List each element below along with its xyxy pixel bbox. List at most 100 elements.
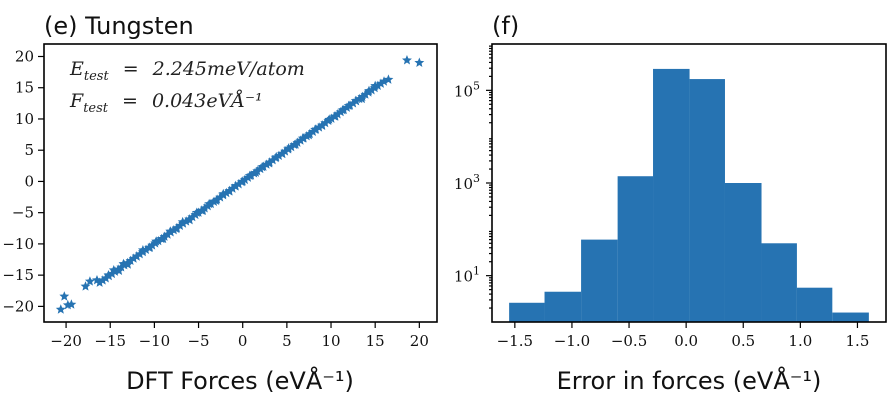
scatter-band-marker xyxy=(125,255,136,265)
x-tick-label: −1.5 xyxy=(497,332,533,350)
histogram-bar xyxy=(617,176,654,322)
y-tick-label: 5 xyxy=(24,141,34,159)
x-tick-label: −15 xyxy=(94,332,126,350)
scatter-point xyxy=(264,158,275,168)
x-tick-label: 1.5 xyxy=(846,332,870,350)
scatter-band-marker xyxy=(280,146,291,156)
scatter-band-marker xyxy=(97,275,108,285)
scatter-band-marker xyxy=(147,240,158,250)
scatter-point xyxy=(402,55,412,65)
scatter-point xyxy=(324,114,335,124)
y-tick-label: −5 xyxy=(12,204,34,222)
scatter-point xyxy=(297,133,308,143)
scatter-point xyxy=(337,105,348,115)
y-tick-label: 0 xyxy=(24,172,34,190)
scatter-point xyxy=(122,259,133,269)
scatter-point xyxy=(92,274,102,285)
scatter-point xyxy=(177,216,188,227)
scatter-band-marker xyxy=(199,203,210,213)
scatter-band-marker xyxy=(159,231,170,241)
y-tick-label: 105 xyxy=(454,79,480,100)
x-tick-label: 0 xyxy=(238,332,248,350)
scatter-point xyxy=(184,214,195,225)
scatter-point xyxy=(414,57,425,67)
y-tick-label: 20 xyxy=(15,47,34,65)
scatter-point xyxy=(158,233,169,244)
histogram-bar xyxy=(796,287,833,322)
scatter-point xyxy=(350,95,361,106)
scatter-point xyxy=(137,244,148,255)
scatter-point xyxy=(55,304,66,314)
histogram-bar xyxy=(724,183,762,322)
scatter-point xyxy=(370,80,381,91)
scatter-point xyxy=(244,170,255,181)
x-tick-label: 0.0 xyxy=(674,332,698,350)
scatter-point xyxy=(103,269,114,280)
scatter-band-marker xyxy=(332,109,343,119)
x-tick-label: 20 xyxy=(410,332,429,350)
scatter-point xyxy=(80,281,91,291)
scatter-point xyxy=(277,148,288,159)
histogram-bar xyxy=(761,243,797,322)
y-tick-label: 10 xyxy=(15,110,34,128)
histogram-bar xyxy=(832,312,869,322)
scatter-point xyxy=(131,251,142,261)
x-tick-label: −0.5 xyxy=(611,332,647,350)
histogram-bar xyxy=(653,68,690,322)
scatter-panel-tungsten: (e) Tungsten −20 −15 −10 −5 0 5 10 15 20 −20−15−… xyxy=(2,12,438,395)
scatter-band-marker xyxy=(187,211,198,222)
histogram-bar xyxy=(544,291,582,322)
histogram-bars xyxy=(509,68,869,322)
histogram-y-ticks: 101 103 105 xyxy=(454,45,492,309)
scatter-band-marker xyxy=(360,89,371,99)
scatter-band-marker xyxy=(292,137,303,147)
scatter-point xyxy=(383,74,394,84)
annotation-energy: Etest = 2.245meV/atom xyxy=(69,58,305,84)
x-axis-label-f: Error in forces (eVÅ⁻¹) xyxy=(557,366,822,395)
scatter-point xyxy=(283,143,294,153)
x-tick-label: 10 xyxy=(321,332,340,350)
x-tick-label: 1.0 xyxy=(788,332,812,350)
scatter-point xyxy=(330,111,341,121)
histogram-bar xyxy=(509,302,545,322)
scatter-point xyxy=(317,120,328,131)
scatter-point xyxy=(218,188,229,199)
scatter-point xyxy=(257,161,268,172)
y-tick-label: 103 xyxy=(454,172,480,193)
scatter-point xyxy=(165,226,176,236)
scatter-band-marker xyxy=(233,179,244,189)
annotation-force: Ftest = 0.043eVÅ⁻¹ xyxy=(69,90,263,116)
scatter-band-marker xyxy=(267,155,278,165)
histogram-panel: (f) −1.5 −1.0 −0.5 0.0 0.5 1.0 1.5 101 103 105 E… xyxy=(454,12,887,395)
x-tick-label: −5 xyxy=(187,332,209,350)
scatter-band-marker xyxy=(379,76,389,86)
scatter-point xyxy=(84,276,95,286)
panel-title-f: (f) xyxy=(492,12,519,40)
x-tick-label: 5 xyxy=(282,332,292,350)
x-axis-label-e: DFT Forces (eVÅ⁻¹) xyxy=(126,366,354,395)
y-tick-label: 101 xyxy=(454,265,480,286)
scatter-point xyxy=(114,265,125,275)
scatter-band-marker xyxy=(128,253,139,263)
scatter-point xyxy=(204,198,215,209)
scatter-point xyxy=(271,151,282,162)
histogram-x-ticks: −1.5 −1.0 −0.5 0.0 0.5 1.0 1.5 xyxy=(497,322,870,350)
scatter-point xyxy=(151,236,162,246)
scatter-point xyxy=(230,180,241,191)
scatter-point xyxy=(198,205,208,216)
scatter-point xyxy=(310,124,321,134)
scatter-point xyxy=(108,264,119,275)
y-tick-label: 15 xyxy=(15,79,34,97)
y-tick-label: −20 xyxy=(2,297,34,315)
scatter-point xyxy=(66,299,77,309)
panel-title-e: (e) Tungsten xyxy=(44,12,194,40)
scatter-point xyxy=(191,207,202,217)
scatter-point xyxy=(290,139,301,149)
scatter-band-marker xyxy=(168,224,179,235)
scatter-band-marker xyxy=(215,192,226,202)
x-tick-label: 0.5 xyxy=(731,332,755,350)
scatter-points xyxy=(55,55,425,314)
scatter-point xyxy=(211,195,222,206)
scatter-point xyxy=(118,258,129,269)
